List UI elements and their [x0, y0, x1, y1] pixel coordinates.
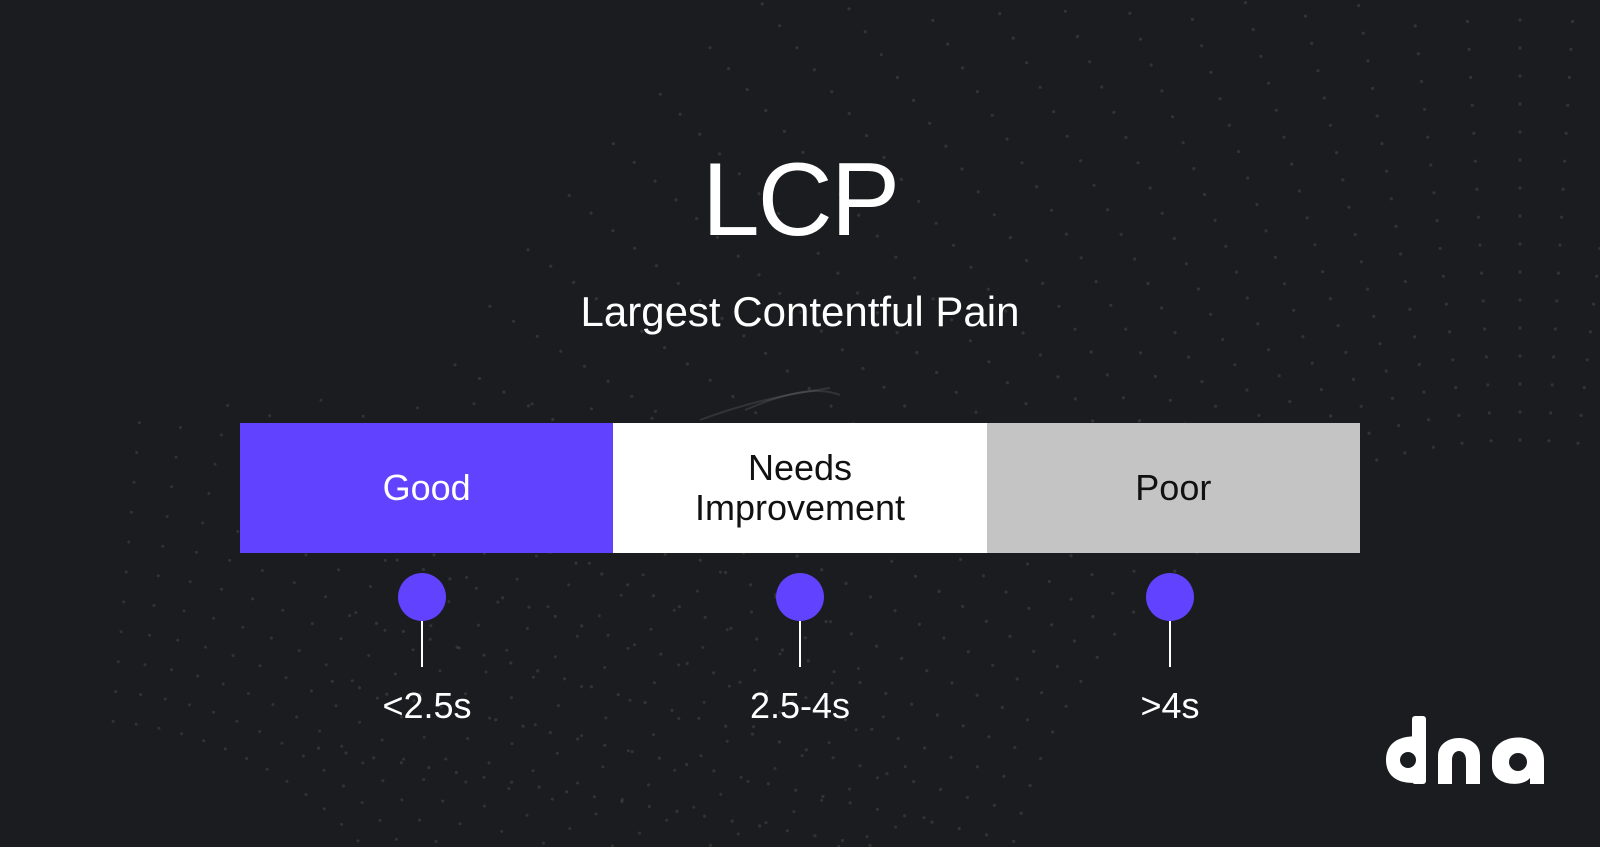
marker-needs-improvement-stem: [799, 621, 801, 667]
marker-good-dot: [398, 573, 446, 621]
marker-needs-improvement-dot: [776, 573, 824, 621]
dna-logo: [1386, 716, 1544, 784]
segment-good-label: Good: [382, 467, 471, 508]
marker-poor-dot: [1146, 573, 1194, 621]
threshold-good: <2.5s: [382, 685, 472, 726]
lcp-scale-bar: Good Needs Improvement Poor: [240, 423, 1360, 553]
segment-needs-improvement-label-line-2: Improvement: [694, 487, 906, 528]
marker-good-stem: [421, 621, 423, 667]
marker-needs-improvement: [776, 573, 824, 667]
threshold-poor: >4s: [1140, 685, 1200, 726]
page-subtitle: Largest Contentful Pain: [580, 288, 1020, 335]
segment-poor: Poor: [986, 423, 1360, 553]
marker-good: [398, 573, 446, 667]
segment-needs-improvement: Needs Improvement: [613, 423, 987, 553]
marker-poor: [1146, 573, 1194, 667]
segment-good: Good: [240, 423, 614, 553]
segment-needs-improvement-label: Needs Improvement: [695, 448, 905, 528]
threshold-needs-improvement: 2.5-4s: [749, 685, 851, 726]
segment-poor-label: Poor: [1135, 467, 1212, 508]
marker-poor-stem: [1169, 621, 1171, 667]
page-title: LCP: [701, 142, 900, 258]
segment-needs-improvement-label-line-1: Needs: [747, 447, 853, 488]
